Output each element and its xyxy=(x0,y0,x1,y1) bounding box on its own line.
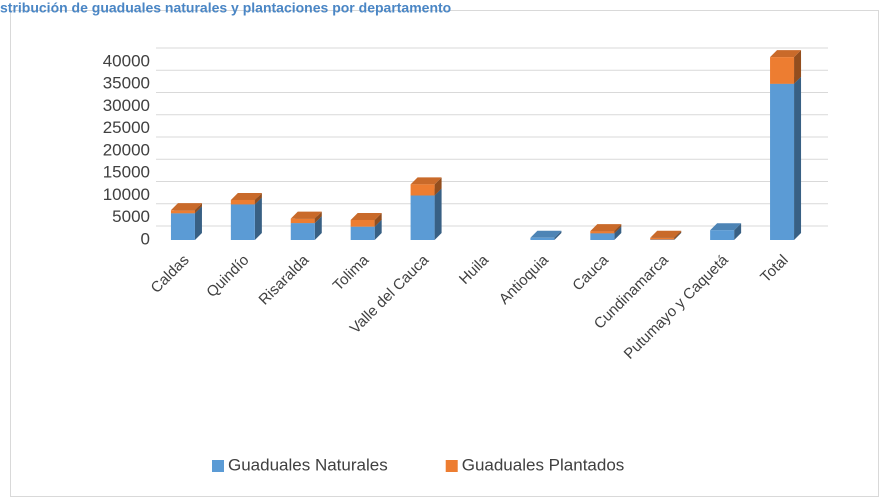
bar-side xyxy=(734,223,742,240)
bar-top xyxy=(230,192,262,200)
bar-segment xyxy=(230,192,262,205)
bar-top xyxy=(170,203,202,211)
bar-side xyxy=(614,226,622,240)
bar-segment xyxy=(290,211,322,224)
bar xyxy=(170,210,195,214)
bar-side xyxy=(314,211,322,224)
bar-top xyxy=(590,224,622,232)
bar-side xyxy=(314,216,322,240)
bar-side xyxy=(674,232,682,240)
bar-side xyxy=(674,230,682,240)
bar-segment xyxy=(650,230,682,240)
bar-side xyxy=(434,177,442,196)
y-tick-label: 0 xyxy=(141,229,150,248)
y-tick-label: 40000 xyxy=(103,51,150,70)
bar-side xyxy=(614,224,622,234)
bar-segment xyxy=(710,223,742,240)
bar-segment xyxy=(770,76,802,241)
bar-segment xyxy=(170,203,202,214)
legend-label: Guaduales Plantados xyxy=(462,455,625,474)
bar-side xyxy=(794,50,802,84)
y-tick-label: 10000 xyxy=(103,185,150,204)
bar xyxy=(590,233,615,240)
bar-side xyxy=(374,212,382,227)
bar xyxy=(170,213,195,240)
bar xyxy=(350,219,375,227)
bar-segment xyxy=(530,230,562,240)
bar xyxy=(230,199,255,205)
bar xyxy=(650,237,675,240)
bar xyxy=(590,231,615,234)
bar xyxy=(410,195,435,240)
bar-top xyxy=(350,212,382,220)
y-tick-label: 5000 xyxy=(112,207,150,226)
chart-frame xyxy=(10,10,879,497)
bar-side xyxy=(194,203,202,214)
bar-top xyxy=(770,50,802,58)
bar-top xyxy=(650,230,682,238)
bar-side xyxy=(794,76,802,241)
bar xyxy=(710,230,735,240)
bar xyxy=(290,223,315,240)
legend-swatch xyxy=(445,460,458,472)
bar-side xyxy=(254,197,262,240)
bar-side xyxy=(554,230,562,240)
y-tick-label: 15000 xyxy=(103,163,150,182)
bar xyxy=(770,83,795,241)
bar-segment xyxy=(410,177,442,196)
y-tick-label: 25000 xyxy=(103,118,150,137)
bar-top xyxy=(410,177,442,185)
bar-side xyxy=(434,188,442,240)
bar xyxy=(350,226,375,240)
bar-top xyxy=(710,223,742,231)
bar-segment xyxy=(590,224,622,234)
bar xyxy=(530,237,555,240)
bar-segment xyxy=(350,212,382,227)
bar-side xyxy=(194,206,202,240)
bar xyxy=(230,204,255,240)
y-tick-label: 20000 xyxy=(103,140,150,159)
bar-side xyxy=(374,219,382,240)
y-tick-label: 30000 xyxy=(103,96,150,115)
bar xyxy=(290,218,315,224)
bar-segment xyxy=(770,50,802,84)
y-tick-label: 35000 xyxy=(103,74,150,93)
legend-label: Guaduales Naturales xyxy=(228,455,388,474)
bar-top xyxy=(530,230,562,238)
bar-side xyxy=(254,192,262,205)
bar xyxy=(770,57,795,84)
bar-segment xyxy=(410,188,442,240)
bar-top xyxy=(290,211,322,219)
legend-swatch xyxy=(212,460,224,472)
bar xyxy=(410,184,435,196)
chart-title: stribución de guaduales naturales y plan… xyxy=(0,0,451,16)
